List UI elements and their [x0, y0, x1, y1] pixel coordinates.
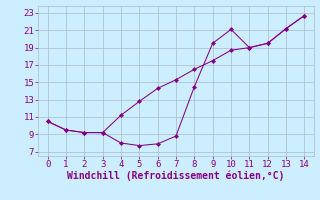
- X-axis label: Windchill (Refroidissement éolien,°C): Windchill (Refroidissement éolien,°C): [67, 171, 285, 181]
